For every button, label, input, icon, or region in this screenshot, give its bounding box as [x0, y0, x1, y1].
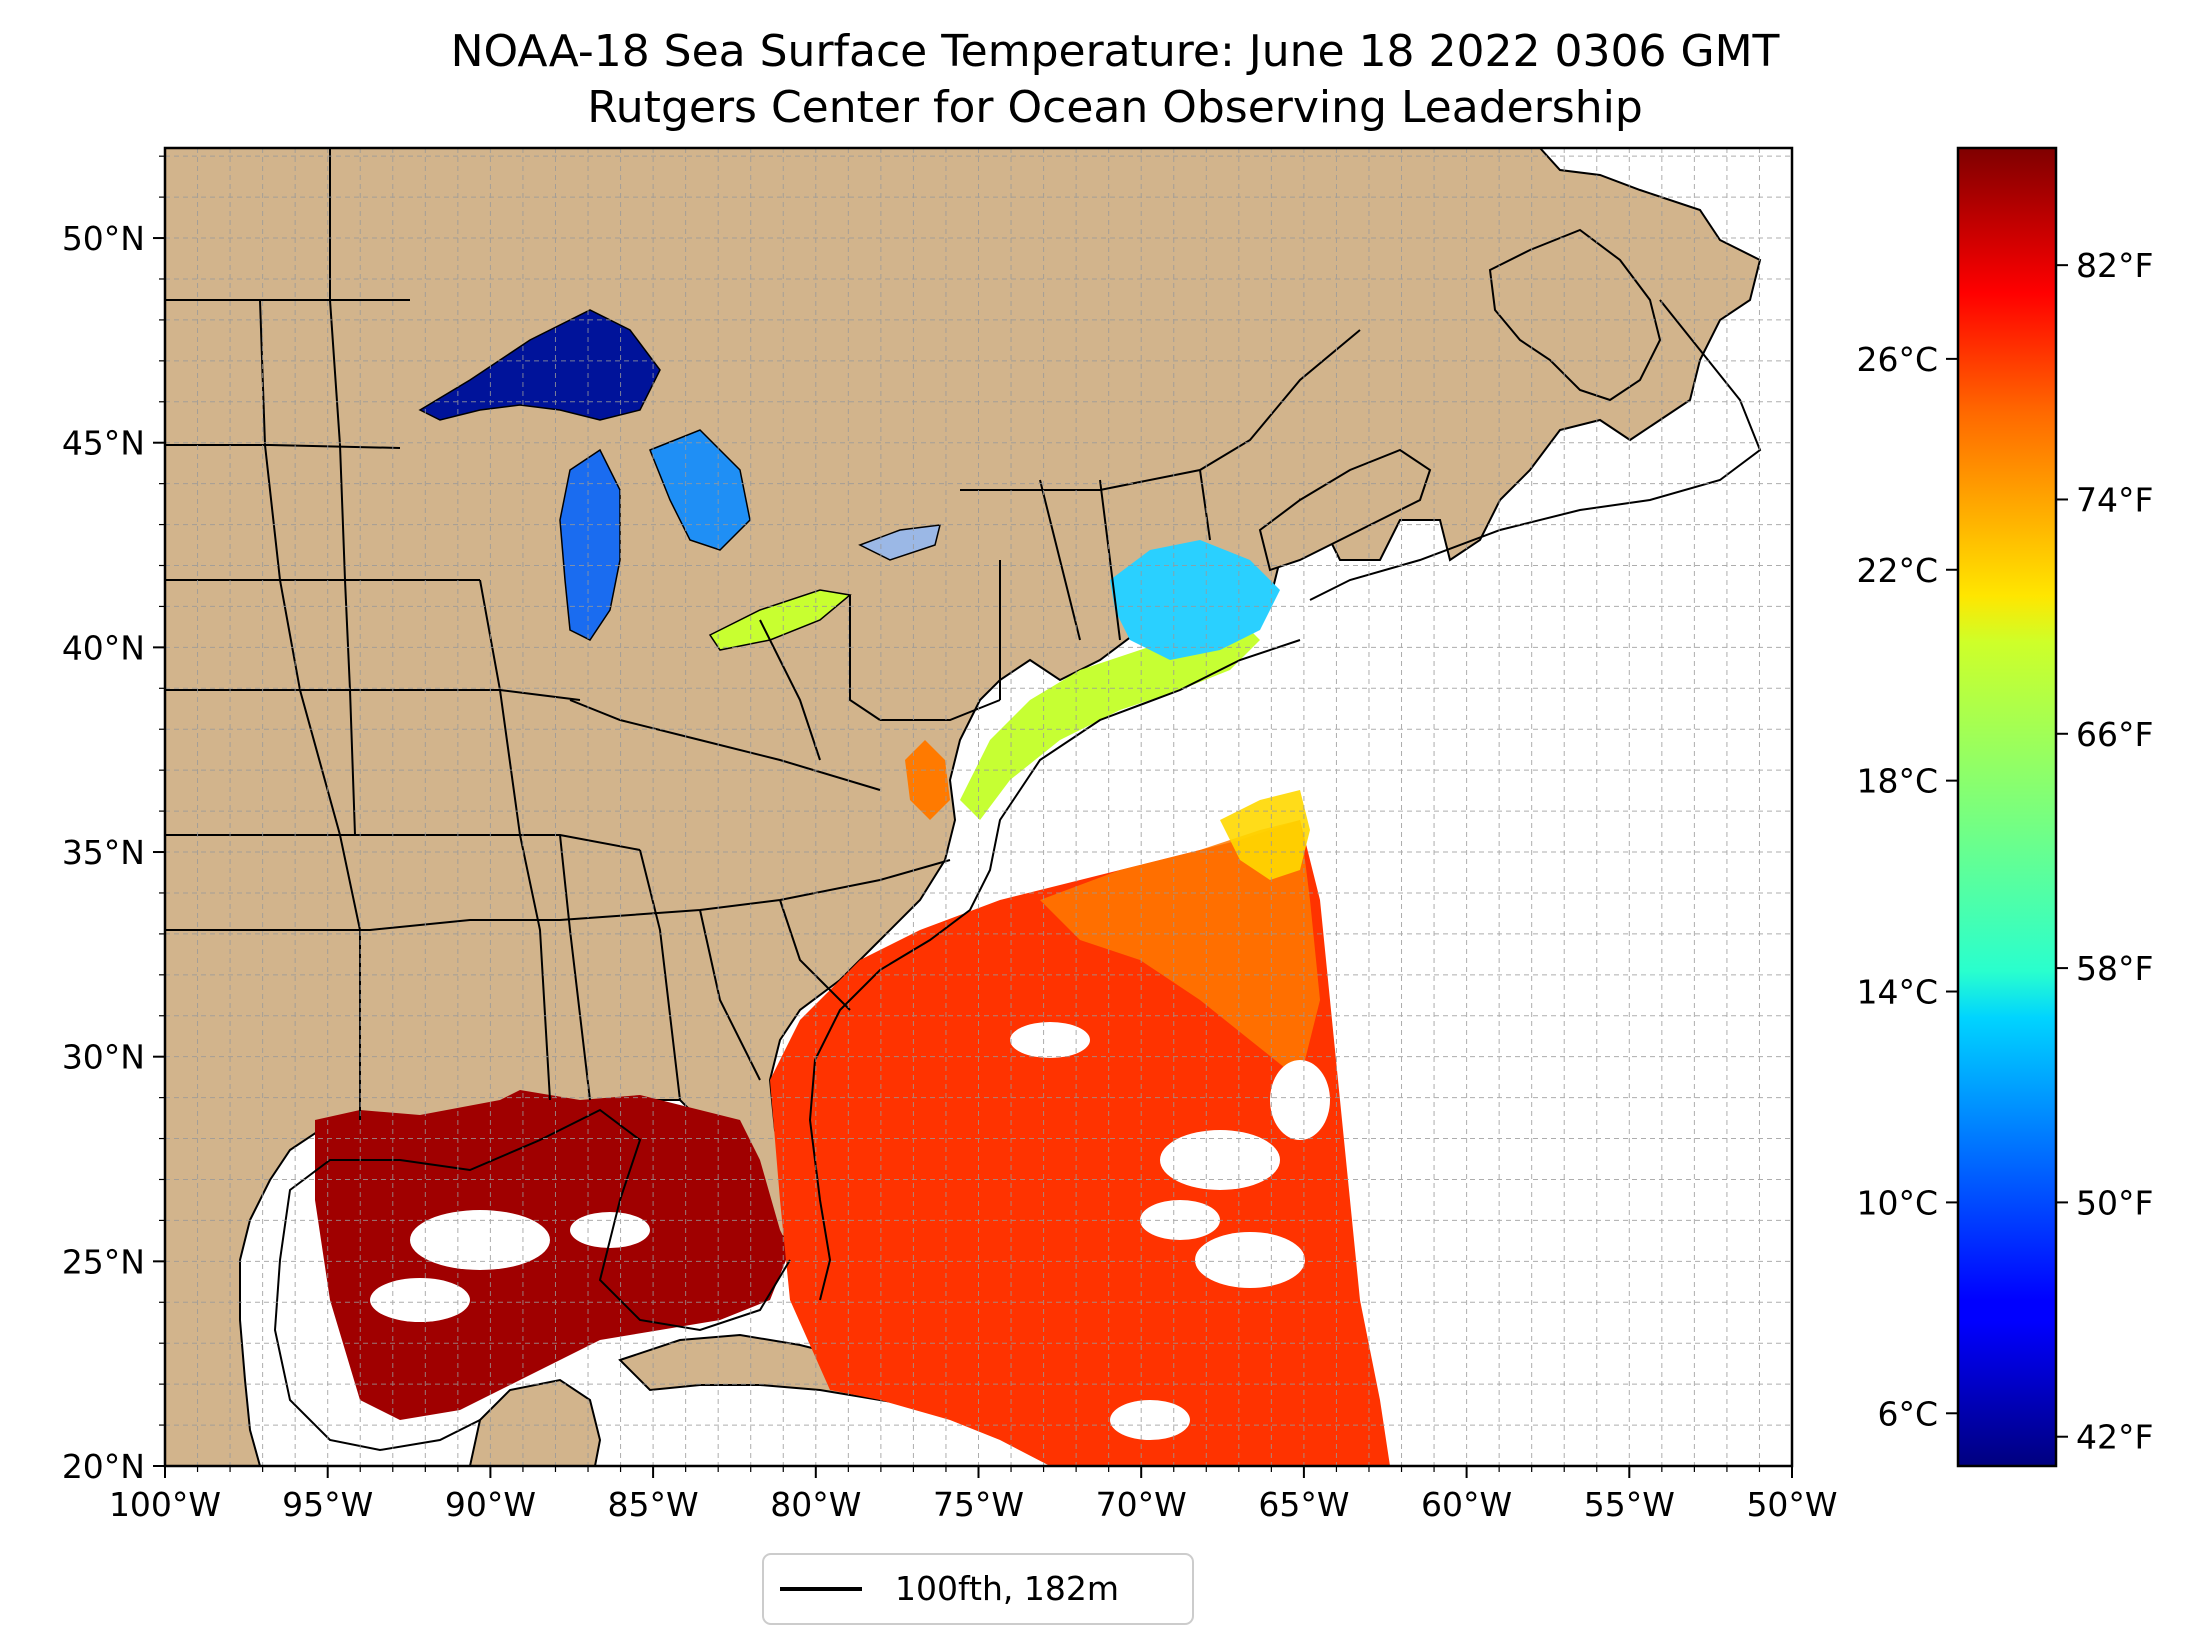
lat-tick-label: 20°N [62, 1447, 145, 1486]
lake-ontario [858, 524, 941, 561]
colorbar-fahrenheit-label: 66°F [2076, 715, 2153, 754]
graticule [165, 148, 1792, 1466]
longitude-axis: 100°W 95°W 90°W 85°W 80°W 75°W 70°W 65°W 60°W 55°… [109, 1466, 1838, 1524]
lon-tick-label: 70°W [1096, 1485, 1187, 1524]
lat-tick-label: 45°N [62, 424, 145, 463]
colorbar-celsius-label: 10°C [1856, 1183, 1938, 1222]
great-lakes [418, 309, 941, 651]
colorbar-celsius-label: 6°C [1877, 1394, 1938, 1433]
sst-shelf-yellow-green [960, 620, 1260, 820]
colorbar-celsius-ticks: 6°C 10°C 14°C 18°C 22°C 26°C [1856, 340, 1958, 1433]
lake-superior [418, 309, 661, 421]
legend-label: 100fth, 182m [895, 1569, 1119, 1608]
lon-tick-label: 65°W [1258, 1485, 1349, 1524]
lake-michigan [559, 448, 621, 641]
colorbar-celsius-label: 18°C [1856, 762, 1938, 801]
colorbar-fahrenheit-label: 74°F [2076, 480, 2153, 519]
lon-tick-label: 75°W [933, 1485, 1024, 1524]
lat-tick-label: 50°N [62, 219, 145, 258]
sst-gulf-of-maine [1110, 540, 1280, 660]
colorbar-ramp [1956, 146, 2058, 1468]
colorbar-celsius-label: 22°C [1856, 551, 1938, 590]
lake-huron [649, 429, 751, 551]
lat-tick-label: 30°N [62, 1038, 145, 1077]
lat-tick-label: 35°N [62, 833, 145, 872]
sst-chesapeake [905, 740, 950, 820]
sst-gulf [315, 1090, 790, 1420]
lon-tick-label: 90°W [445, 1485, 536, 1524]
land-yucatan [468, 1378, 602, 1466]
lon-tick-label: 100°W [109, 1485, 221, 1524]
cloud-mask [370, 1022, 1330, 1440]
map-panel [165, 148, 1792, 1466]
colorbar-fahrenheit-ticks: 42°F 50°F 58°F 66°F 74°F 82°F [2056, 246, 2153, 1457]
title-line-1: NOAA-18 Sea Surface Temperature: June 18… [451, 26, 1780, 77]
sst-atlantic-orange [1040, 820, 1320, 1080]
legend-box [762, 1553, 1194, 1625]
lon-tick-label: 80°W [770, 1485, 861, 1524]
colorbar: 6°C 10°C 14°C 18°C 22°C 26°C 42°F 50°F 58°F 66°F… [1856, 146, 2153, 1468]
colorbar-fahrenheit-label: 50°F [2076, 1183, 2153, 1222]
colorbar-fahrenheit-label: 82°F [2076, 246, 2153, 285]
land-nova-scotia [1258, 448, 1432, 572]
lon-tick-label: 85°W [608, 1485, 699, 1524]
land-newfoundland [1488, 228, 1662, 402]
title-line-2: Rutgers Center for Ocean Observing Leade… [587, 82, 1643, 133]
lon-tick-label: 60°W [1421, 1485, 1512, 1524]
state-boundaries [165, 148, 1361, 1120]
colorbar-fahrenheit-label: 42°F [2076, 1418, 2153, 1457]
colorbar-fahrenheit-label: 58°F [2076, 949, 2153, 988]
lat-tick-label: 40°N [62, 628, 145, 667]
legend: 100fth, 182m [762, 1553, 1194, 1625]
latitude-axis: 20°N 25°N 30°N 35°N 40°N 45°N 50°N [62, 155, 165, 1486]
colorbar-celsius-label: 26°C [1856, 340, 1938, 379]
lon-tick-label: 95°W [282, 1485, 373, 1524]
lon-tick-label: 55°W [1584, 1485, 1675, 1524]
lat-tick-label: 25°N [62, 1242, 145, 1281]
sst-atlantic-yellow [1220, 790, 1310, 880]
lon-tick-label: 50°W [1746, 1485, 1837, 1524]
colorbar-celsius-label: 14°C [1856, 973, 1938, 1012]
